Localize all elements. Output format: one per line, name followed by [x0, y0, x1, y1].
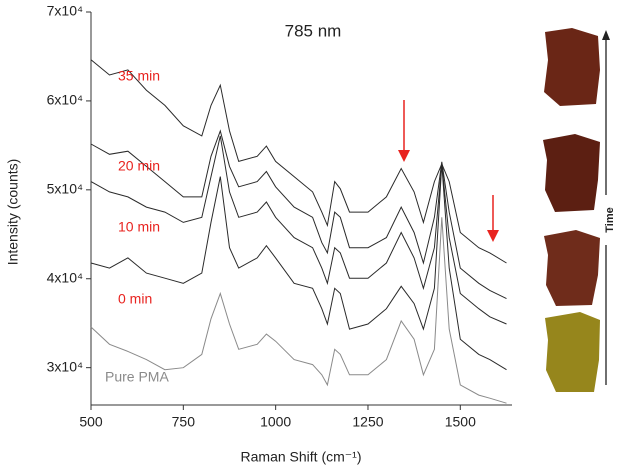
series-label: Pure PMA	[105, 369, 169, 385]
sample-images	[543, 28, 600, 392]
x-tick-label: 1000	[260, 414, 291, 430]
y-tick-label: 4x10⁴	[47, 269, 83, 285]
series-label: 0 min	[118, 291, 152, 307]
x-tick-label: 750	[172, 414, 196, 430]
series-label: 10 min	[118, 219, 160, 235]
y-tick-label: 3x10⁴	[47, 358, 83, 374]
arrows	[398, 100, 499, 242]
x-axis-label: Raman Shift (cm⁻¹)	[241, 449, 362, 465]
time-arrow	[602, 30, 610, 385]
spectrum-line	[90, 129, 507, 300]
x-tick-label: 1250	[352, 414, 383, 430]
spectrum-line	[90, 135, 507, 325]
y-tick-label: 7x10⁴	[47, 3, 83, 19]
y-tick-label: 6x10⁴	[47, 92, 83, 108]
x-tick-label: 1500	[445, 414, 476, 430]
spectrum-line	[90, 217, 507, 404]
y-axis-label: Intensity (counts)	[5, 159, 21, 266]
x-tick-label: 500	[79, 414, 103, 430]
y-tick-label: 5x10⁴	[47, 181, 83, 197]
spectrum-line	[90, 59, 507, 264]
series-label: 20 min	[118, 158, 160, 174]
time-label: Time	[604, 207, 616, 232]
chart-title: 785 nm	[285, 21, 342, 40]
series-label: 35 min	[118, 68, 160, 84]
spectrum-line	[90, 163, 507, 371]
